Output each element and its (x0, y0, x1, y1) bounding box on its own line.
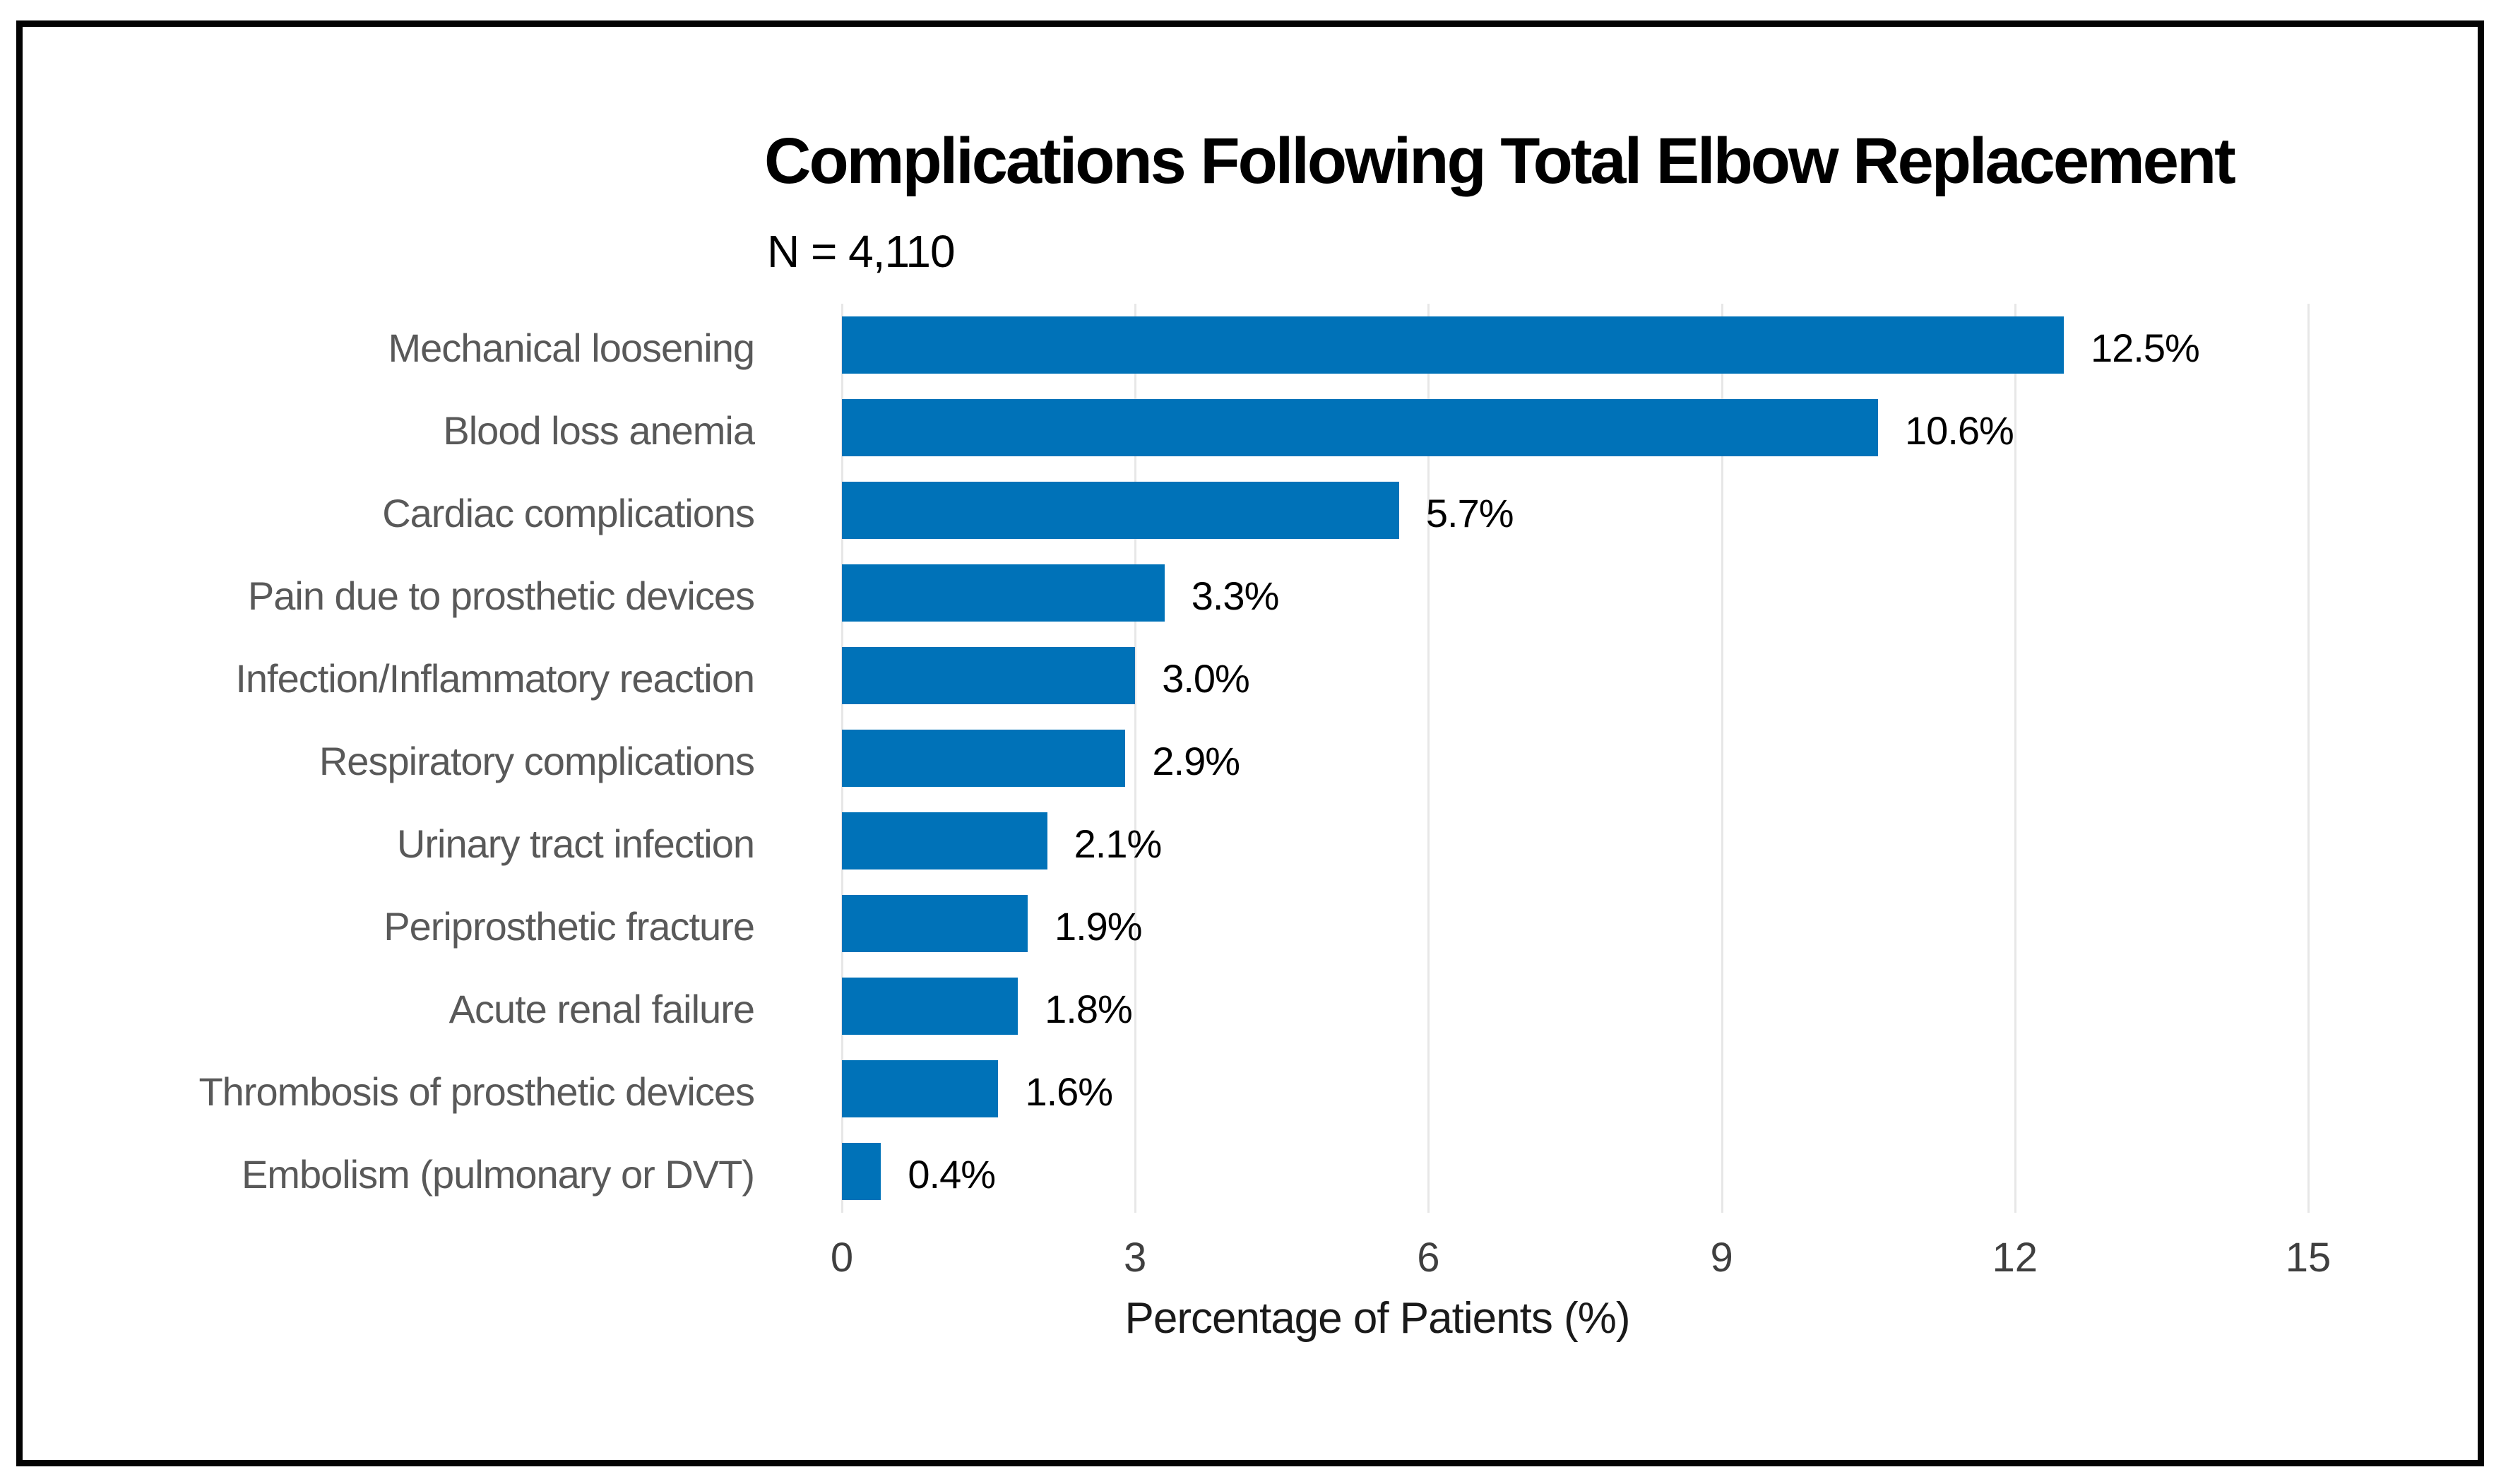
x-tick-label-0: 0 (830, 1235, 854, 1281)
bar-5 (842, 730, 1126, 787)
category-label-7: Periprosthetic fracture (384, 903, 755, 949)
value-label-2: 5.7% (1425, 490, 1514, 535)
value-label-4: 3.0% (1162, 655, 1250, 701)
category-label-6: Urinary tract infection (396, 821, 755, 866)
value-label-0: 12.5% (2091, 325, 2200, 370)
gridline-x-6 (1427, 304, 1430, 1213)
category-axis-labels: Mechanical loosening Blood loss anemia Car… (99, 304, 755, 1213)
category-label-9: Thrombosis of prosthetic devices (198, 1069, 755, 1114)
chart-title: Complications Following Total Elbow Repl… (764, 125, 2236, 197)
value-label-1: 10.6% (1905, 408, 2014, 453)
bar-2 (842, 482, 1399, 539)
gridline-x-12 (2014, 304, 2016, 1213)
bar-1 (842, 399, 1879, 456)
bar-9 (842, 1060, 999, 1117)
bar-0 (842, 316, 2064, 374)
category-label-5: Respiratory complications (319, 738, 755, 783)
chart-border (16, 20, 2484, 1466)
bar-4 (842, 647, 1136, 704)
value-label-7: 1.9% (1054, 903, 1143, 949)
gridline-x-15 (2307, 304, 2310, 1213)
category-label-8: Acute renal failure (448, 986, 755, 1031)
value-label-10: 0.4% (908, 1151, 996, 1197)
value-label-9: 1.6% (1025, 1069, 1113, 1114)
bar-3 (842, 564, 1165, 622)
bar-10 (842, 1143, 881, 1200)
x-tick-label-6: 6 (1417, 1235, 1440, 1281)
value-label-8: 1.8% (1045, 986, 1133, 1031)
x-tick-label-9: 9 (1710, 1235, 1733, 1281)
x-tick-label-15: 15 (2285, 1235, 2331, 1281)
category-label-10: Embolism (pulmonary or DVT) (241, 1151, 755, 1197)
category-label-1: Blood loss anemia (443, 408, 755, 453)
category-label-0: Mechanical loosening (388, 325, 755, 370)
x-tick-label-3: 3 (1124, 1235, 1147, 1281)
x-axis-title: Percentage of Patients (%) (1124, 1294, 1631, 1343)
x-tick-label-12: 12 (1992, 1235, 2038, 1281)
gridline-x-3 (1134, 304, 1137, 1213)
chart-subtitle: N = 4,110 (767, 226, 956, 277)
value-label-5: 2.9% (1152, 738, 1240, 783)
value-label-6: 2.1% (1074, 821, 1163, 866)
category-label-2: Cardiac complications (382, 490, 755, 535)
x-axis-tick-labels: 0 3 6 9 12 15 (831, 1235, 2331, 1287)
value-label-3: 3.3% (1191, 573, 1280, 618)
bar-7 (842, 895, 1028, 952)
bar-6 (842, 812, 1047, 869)
category-label-4: Infection/Inflammatory reaction (235, 655, 755, 701)
category-label-3: Pain due to prosthetic devices (247, 573, 755, 618)
bar-8 (842, 978, 1018, 1035)
gridline-x-9 (1721, 304, 1723, 1213)
plot-area: 12.5% 10.6% 5.7% 3.3% 3.0% 2.9% 2.1% 1.9% 1.8% 1.… (841, 304, 2310, 1213)
